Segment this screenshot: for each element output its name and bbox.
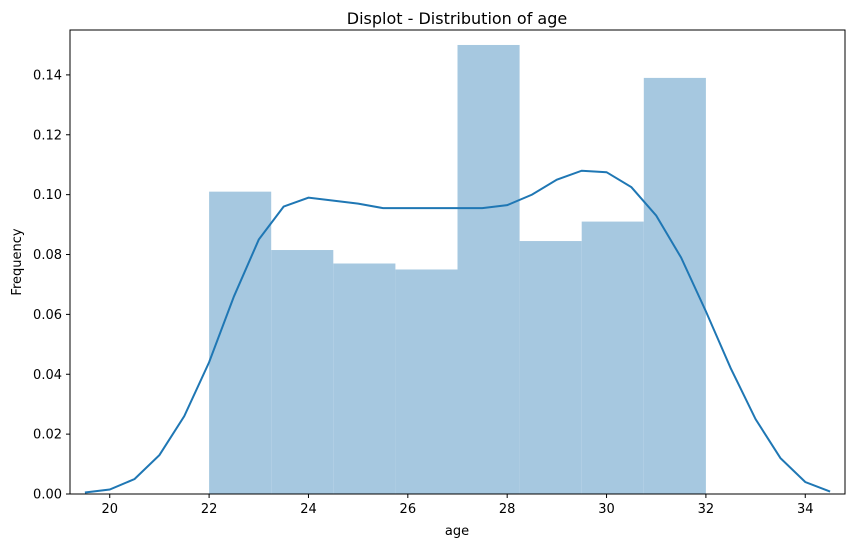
y-tick-label: 0.00 (33, 488, 62, 503)
histogram-bar (333, 263, 396, 494)
histogram-bar (519, 241, 582, 494)
histogram-bar (643, 77, 706, 494)
x-tick-label: 22 (201, 502, 218, 517)
histogram-bar (457, 44, 520, 494)
x-tick-label: 32 (698, 502, 715, 517)
x-tick-label: 24 (300, 502, 317, 517)
y-tick-label: 0.08 (33, 248, 62, 263)
y-axis: 0.00 0.02 0.04 0.06 0.08 0.10 0.12 0.14 (33, 68, 70, 503)
y-tick-label: 0.12 (33, 128, 62, 143)
histogram-bar (209, 191, 272, 494)
x-axis: 20 22 24 26 28 30 32 34 (101, 494, 814, 517)
x-axis-title: age (445, 524, 469, 539)
histogram-bar (271, 250, 334, 494)
y-tick-label: 0.04 (33, 368, 62, 383)
x-tick-label: 34 (797, 502, 814, 517)
histogram-bars (209, 44, 706, 494)
kde-line (84, 169, 831, 494)
x-tick-label: 30 (598, 502, 615, 517)
histogram-bar (395, 269, 458, 494)
y-tick-label: 0.14 (33, 68, 62, 83)
chart-title: Displot - Distribution of age (347, 9, 567, 28)
histogram-bar (581, 221, 644, 494)
x-tick-label: 26 (400, 502, 417, 517)
y-tick-label: 0.10 (33, 188, 62, 203)
y-tick-label: 0.02 (33, 428, 62, 443)
y-axis-title: Frequency (10, 228, 25, 295)
y-tick-label: 0.06 (33, 308, 62, 323)
x-tick-label: 20 (101, 502, 118, 517)
x-tick-label: 28 (499, 502, 516, 517)
plot-frame (69, 29, 846, 495)
